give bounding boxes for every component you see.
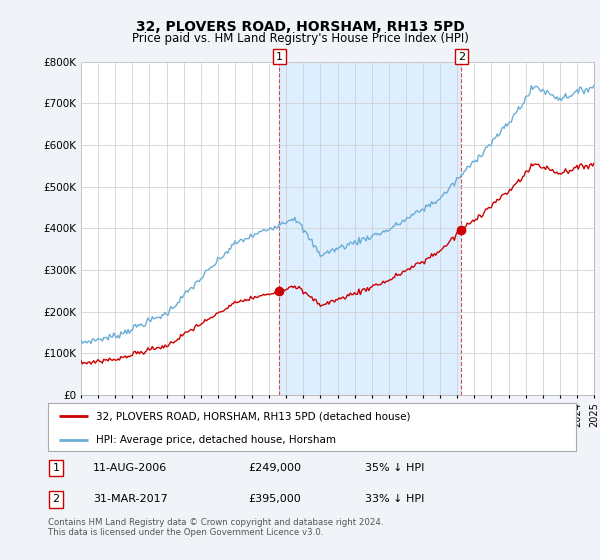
Text: 2: 2 [458, 52, 465, 62]
Text: Price paid vs. HM Land Registry's House Price Index (HPI): Price paid vs. HM Land Registry's House … [131, 32, 469, 45]
Text: Contains HM Land Registry data © Crown copyright and database right 2024.
This d: Contains HM Land Registry data © Crown c… [48, 518, 383, 538]
Text: 32, PLOVERS ROAD, HORSHAM, RH13 5PD (detached house): 32, PLOVERS ROAD, HORSHAM, RH13 5PD (det… [95, 411, 410, 421]
Bar [280, 62, 461, 395]
Text: 2: 2 [52, 494, 59, 505]
Text: 32, PLOVERS ROAD, HORSHAM, RH13 5PD: 32, PLOVERS ROAD, HORSHAM, RH13 5PD [136, 20, 464, 34]
Text: 11-AUG-2006: 11-AUG-2006 [93, 463, 167, 473]
Text: HPI: Average price, detached house, Horsham: HPI: Average price, detached house, Hors… [95, 435, 335, 445]
Text: 1: 1 [276, 52, 283, 62]
Text: 1: 1 [52, 463, 59, 473]
Text: £249,000: £249,000 [248, 463, 302, 473]
Text: 35% ↓ HPI: 35% ↓ HPI [365, 463, 424, 473]
Text: 33% ↓ HPI: 33% ↓ HPI [365, 494, 424, 505]
Text: 31-MAR-2017: 31-MAR-2017 [93, 494, 167, 505]
Text: £395,000: £395,000 [248, 494, 301, 505]
